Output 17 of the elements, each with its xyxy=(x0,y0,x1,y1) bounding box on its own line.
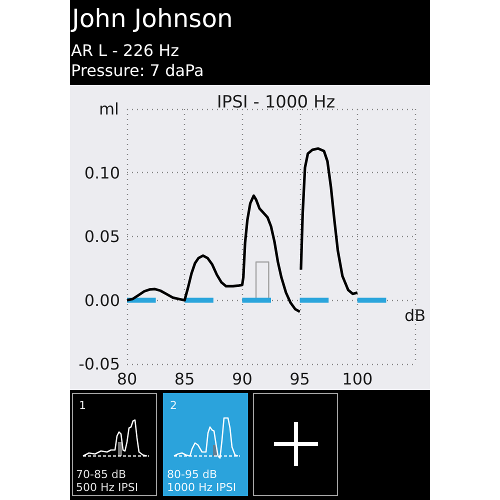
x-tick-label: 90 xyxy=(232,370,252,388)
add-button[interactable] xyxy=(253,393,338,496)
text: Pressure: 7 daPa xyxy=(71,61,204,80)
line-series xyxy=(300,147,359,296)
y-axis-title: ml xyxy=(98,100,119,118)
y-tick-label: 0.00 xyxy=(84,290,120,310)
text: John Johnson xyxy=(72,4,233,33)
test-tab[interactable]: 1 70-85 dB 500 Hz IPSI xyxy=(72,393,157,496)
chart-title: IPSI - 1000 Hz xyxy=(216,92,336,112)
text: AR L - 226 Hz xyxy=(71,41,180,60)
y-tick-label: 0.05 xyxy=(84,227,120,246)
x-tick-label: 95 xyxy=(290,370,310,388)
y-tick-label: 0.10 xyxy=(84,163,120,182)
x-tick-label: 85 xyxy=(174,370,195,388)
x-tick-label: 100 xyxy=(342,370,373,388)
line-series xyxy=(126,194,302,314)
x-axis-title: dB xyxy=(404,306,426,325)
